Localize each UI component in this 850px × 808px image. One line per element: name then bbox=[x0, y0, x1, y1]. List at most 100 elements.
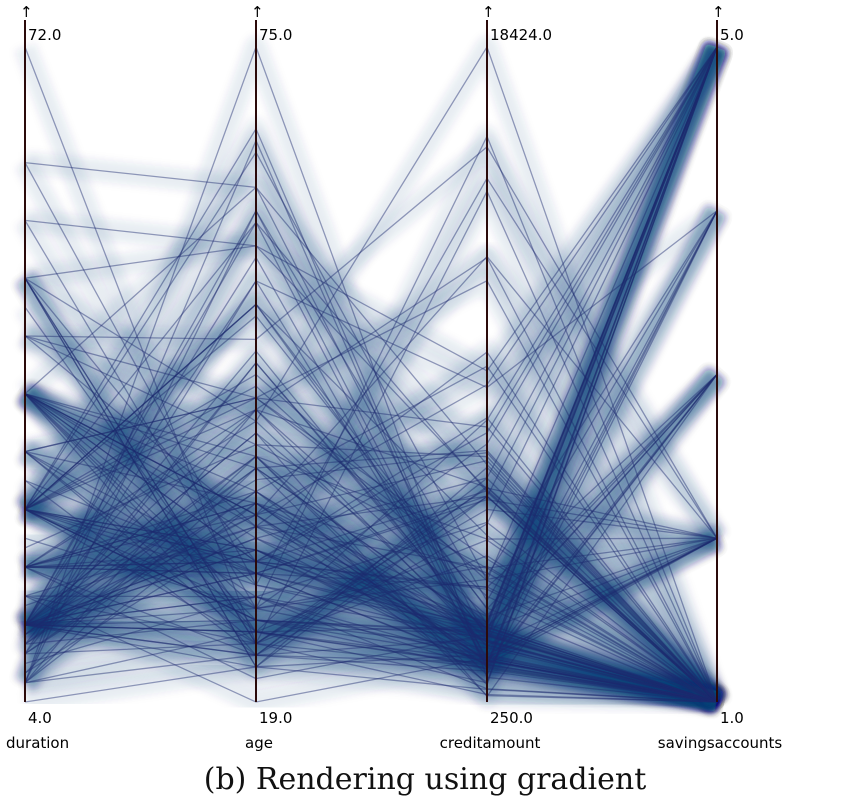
record-line bbox=[24, 508, 718, 659]
record-line bbox=[24, 46, 718, 626]
record-line bbox=[24, 210, 718, 577]
record-line bbox=[24, 560, 718, 703]
record-line bbox=[24, 549, 718, 703]
axis-max-label-age: 75.0 bbox=[259, 26, 292, 44]
record-line bbox=[24, 189, 718, 703]
record-line bbox=[24, 46, 718, 667]
record-line bbox=[24, 498, 718, 574]
record-line bbox=[24, 449, 718, 703]
record-line bbox=[24, 161, 718, 703]
record-line bbox=[24, 46, 718, 645]
record-line bbox=[24, 277, 718, 703]
axis-min-label-duration: 4.0 bbox=[28, 709, 52, 727]
record-line bbox=[24, 508, 718, 703]
record-band bbox=[15, 202, 724, 632]
record-line bbox=[24, 393, 718, 703]
record-line bbox=[24, 595, 718, 703]
record-line bbox=[24, 245, 718, 703]
record-line bbox=[24, 624, 718, 703]
record-line bbox=[24, 508, 718, 666]
record-line bbox=[24, 210, 718, 626]
record-line bbox=[24, 477, 718, 703]
record-line bbox=[24, 451, 718, 703]
record-line bbox=[24, 537, 718, 631]
record-band bbox=[24, 538, 720, 713]
record-line bbox=[24, 374, 718, 630]
record-line bbox=[24, 277, 718, 703]
record-line bbox=[24, 335, 718, 703]
record-line bbox=[24, 45, 718, 703]
record-line bbox=[24, 46, 718, 667]
record-line bbox=[24, 450, 718, 703]
record-line bbox=[24, 46, 718, 633]
record-line bbox=[24, 525, 718, 607]
record-line bbox=[24, 221, 718, 703]
record-line bbox=[24, 467, 718, 703]
axis-max-label-creditamount: 18424.0 bbox=[490, 26, 552, 44]
record-line bbox=[24, 46, 718, 645]
axis-name-duration: duration bbox=[6, 734, 69, 752]
record-line bbox=[24, 209, 718, 626]
axis-max-label-savingsaccounts: 5.0 bbox=[720, 26, 744, 44]
record-line bbox=[24, 642, 718, 703]
record-line bbox=[24, 46, 718, 563]
record-line bbox=[24, 210, 718, 657]
record-line bbox=[24, 374, 718, 698]
record-line bbox=[24, 596, 718, 703]
record-line bbox=[24, 549, 718, 703]
record-line bbox=[24, 479, 718, 703]
record-line bbox=[24, 502, 718, 618]
record-line bbox=[24, 374, 718, 670]
record-line bbox=[24, 46, 718, 634]
record-line bbox=[24, 315, 718, 703]
record-line bbox=[24, 335, 718, 703]
record-line bbox=[24, 46, 718, 626]
record-line bbox=[24, 566, 718, 703]
axis-arrow-icon: ↑ bbox=[20, 3, 33, 21]
record-line bbox=[24, 46, 718, 641]
record-line bbox=[24, 221, 718, 703]
axes-layer: ↑ 72.0 4.0 duration ↑ 75.0 19.0 age ↑ 18424.0 250.… bbox=[6, 3, 782, 752]
axis-arrow-icon: ↑ bbox=[712, 3, 725, 21]
record-band bbox=[23, 40, 726, 382]
record-line bbox=[24, 624, 718, 703]
record-line bbox=[24, 508, 718, 703]
record-line bbox=[24, 467, 718, 703]
polyline-layer bbox=[14, 36, 728, 713]
record-line bbox=[24, 385, 718, 703]
record-line bbox=[24, 444, 718, 703]
axis-arrow-icon: ↑ bbox=[251, 3, 264, 21]
record-band bbox=[15, 43, 728, 676]
figure-caption: (b) Rendering using gradient bbox=[203, 762, 647, 797]
record-line bbox=[24, 451, 718, 645]
record-line bbox=[24, 46, 718, 582]
record-line bbox=[24, 374, 718, 684]
record-line bbox=[24, 365, 718, 703]
record-line bbox=[24, 145, 718, 539]
record-line bbox=[24, 397, 718, 703]
record-line bbox=[24, 210, 718, 643]
record-line bbox=[24, 46, 718, 628]
record-line bbox=[24, 45, 718, 703]
record-line bbox=[24, 490, 718, 703]
record-line bbox=[24, 210, 718, 665]
record-line bbox=[24, 596, 718, 703]
record-line bbox=[24, 46, 718, 372]
record-line bbox=[24, 277, 718, 703]
record-line bbox=[24, 508, 718, 703]
record-line bbox=[24, 46, 718, 656]
record-line bbox=[24, 351, 718, 703]
record-line bbox=[24, 46, 718, 626]
record-line bbox=[24, 624, 718, 703]
record-band bbox=[17, 305, 722, 713]
axis-max-label-duration: 72.0 bbox=[28, 26, 61, 44]
record-line bbox=[24, 537, 718, 659]
record-line bbox=[24, 455, 718, 636]
record-line bbox=[24, 624, 718, 703]
record-line bbox=[24, 572, 718, 703]
record-line bbox=[24, 361, 718, 703]
record-line bbox=[24, 666, 718, 703]
record-line bbox=[24, 150, 718, 703]
record-line bbox=[24, 46, 718, 683]
record-line bbox=[24, 210, 718, 676]
